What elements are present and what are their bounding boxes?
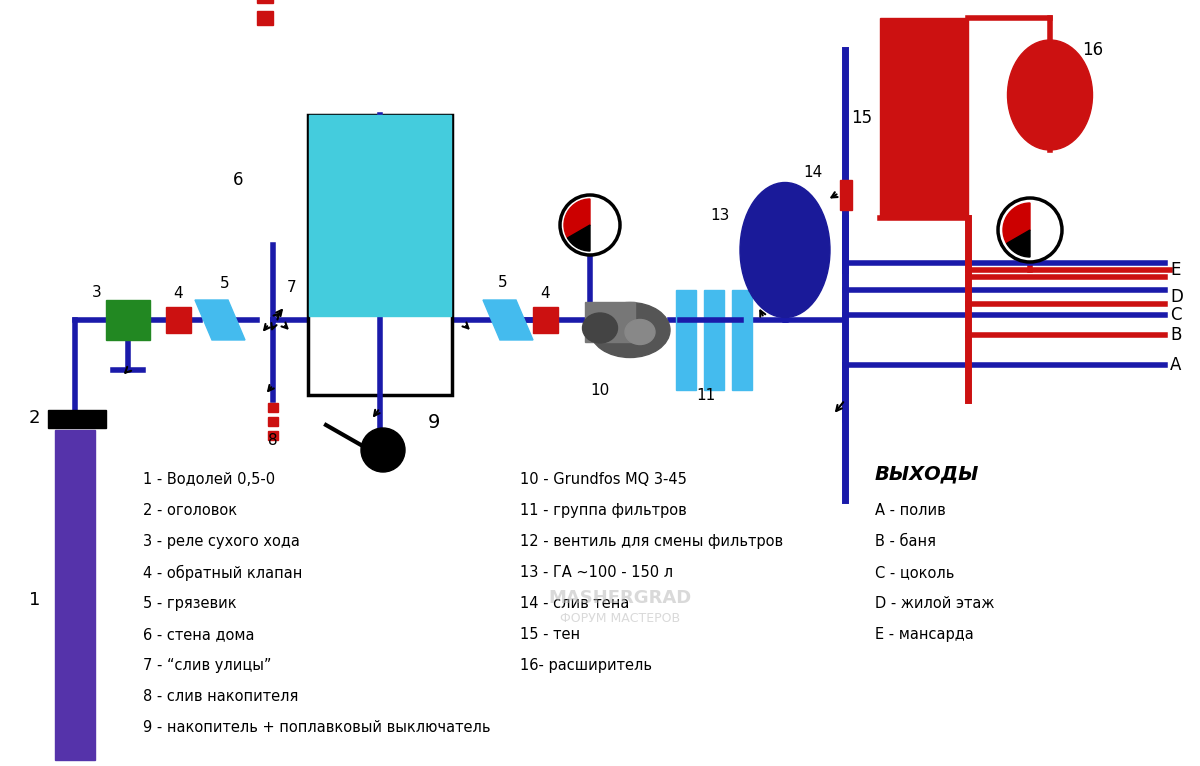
Text: 2: 2 bbox=[29, 409, 40, 427]
Bar bbox=[166, 307, 191, 333]
Text: A: A bbox=[1170, 356, 1181, 374]
Bar bbox=[732, 290, 752, 390]
Text: 6 - стена дома: 6 - стена дома bbox=[143, 627, 254, 642]
Text: 12: 12 bbox=[746, 280, 766, 295]
Wedge shape bbox=[1003, 203, 1030, 244]
Bar bbox=[257, 11, 274, 25]
Bar bbox=[268, 403, 278, 412]
Circle shape bbox=[361, 428, 406, 472]
Text: B: B bbox=[1170, 326, 1181, 344]
Text: 3 - реле сухого хода: 3 - реле сухого хода bbox=[143, 534, 300, 549]
Text: 11: 11 bbox=[696, 388, 715, 403]
Text: 1: 1 bbox=[29, 591, 40, 609]
Wedge shape bbox=[1007, 230, 1030, 257]
Bar bbox=[676, 290, 696, 390]
Text: 11 - группа фильтров: 11 - группа фильтров bbox=[520, 503, 686, 518]
Text: 5: 5 bbox=[220, 276, 230, 291]
Ellipse shape bbox=[625, 319, 655, 345]
Text: 10: 10 bbox=[590, 383, 610, 398]
Ellipse shape bbox=[740, 182, 830, 317]
Text: 16- расширитель: 16- расширитель bbox=[520, 658, 652, 673]
Wedge shape bbox=[568, 225, 590, 251]
Text: MASHERGRAD: MASHERGRAD bbox=[548, 589, 691, 607]
Text: B - баня: B - баня bbox=[875, 534, 936, 549]
Bar bbox=[584, 302, 635, 342]
Text: 7 - “слив улицы”: 7 - “слив улицы” bbox=[143, 658, 271, 673]
Text: 1 - Водолей 0,5-0: 1 - Водолей 0,5-0 bbox=[143, 472, 275, 487]
Text: 4: 4 bbox=[173, 286, 182, 301]
Text: C - цоколь: C - цоколь bbox=[875, 565, 954, 580]
Bar bbox=[268, 417, 278, 426]
Text: 3: 3 bbox=[92, 284, 102, 300]
Text: C: C bbox=[1170, 306, 1182, 324]
Text: D: D bbox=[1170, 288, 1183, 306]
Text: 9: 9 bbox=[427, 413, 440, 432]
Polygon shape bbox=[482, 300, 533, 340]
Text: 16: 16 bbox=[1082, 41, 1103, 59]
Text: 4: 4 bbox=[540, 286, 550, 301]
Bar bbox=[268, 431, 278, 440]
Text: 2 - оголовок: 2 - оголовок bbox=[143, 503, 238, 518]
Text: 12 - вентиль для смены фильтров: 12 - вентиль для смены фильтров bbox=[520, 534, 784, 549]
Bar bbox=[840, 180, 852, 210]
Wedge shape bbox=[564, 199, 590, 238]
Bar bbox=[880, 18, 968, 218]
Bar bbox=[55, 430, 95, 760]
Text: 10 - Grundfos MQ 3-45: 10 - Grundfos MQ 3-45 bbox=[520, 472, 686, 487]
Text: 8: 8 bbox=[268, 433, 278, 448]
Circle shape bbox=[560, 195, 620, 255]
Text: 15 - тен: 15 - тен bbox=[520, 627, 580, 642]
Text: ФОРУМ МАСТЕРОВ: ФОРУМ МАСТЕРОВ bbox=[560, 611, 680, 624]
Text: 15: 15 bbox=[851, 109, 872, 127]
Bar bbox=[704, 290, 724, 390]
Text: 8 - слив накопителя: 8 - слив накопителя bbox=[143, 689, 299, 704]
Text: 5 - грязевик: 5 - грязевик bbox=[143, 596, 236, 611]
Text: 13 - ГА ~100 - 150 л: 13 - ГА ~100 - 150 л bbox=[520, 565, 673, 580]
Text: 14 - слив тена: 14 - слив тена bbox=[520, 596, 629, 611]
Text: E: E bbox=[1170, 261, 1181, 279]
Text: 14: 14 bbox=[804, 165, 823, 180]
Text: A - полив: A - полив bbox=[875, 503, 946, 518]
Text: 7: 7 bbox=[287, 280, 296, 295]
Circle shape bbox=[998, 198, 1062, 262]
Text: 4 - обратный клапан: 4 - обратный клапан bbox=[143, 565, 302, 581]
Bar bbox=[106, 300, 150, 340]
Text: D - жилой этаж: D - жилой этаж bbox=[875, 596, 995, 611]
Bar bbox=[308, 115, 452, 395]
Ellipse shape bbox=[590, 303, 670, 358]
Text: 5: 5 bbox=[498, 275, 508, 290]
Text: 9 - накопитель + поплавковый выключатель: 9 - накопитель + поплавковый выключатель bbox=[143, 720, 491, 735]
Bar bbox=[310, 115, 451, 316]
Text: E - мансарда: E - мансарда bbox=[875, 627, 973, 642]
Ellipse shape bbox=[582, 313, 618, 343]
Polygon shape bbox=[196, 300, 245, 340]
Bar bbox=[257, 0, 274, 3]
Bar bbox=[48, 410, 106, 428]
Text: 6: 6 bbox=[233, 171, 244, 189]
Text: ВЫХОДЫ: ВЫХОДЫ bbox=[875, 464, 979, 483]
Ellipse shape bbox=[1008, 40, 1092, 150]
Text: 13: 13 bbox=[710, 208, 730, 223]
Bar bbox=[533, 307, 558, 333]
